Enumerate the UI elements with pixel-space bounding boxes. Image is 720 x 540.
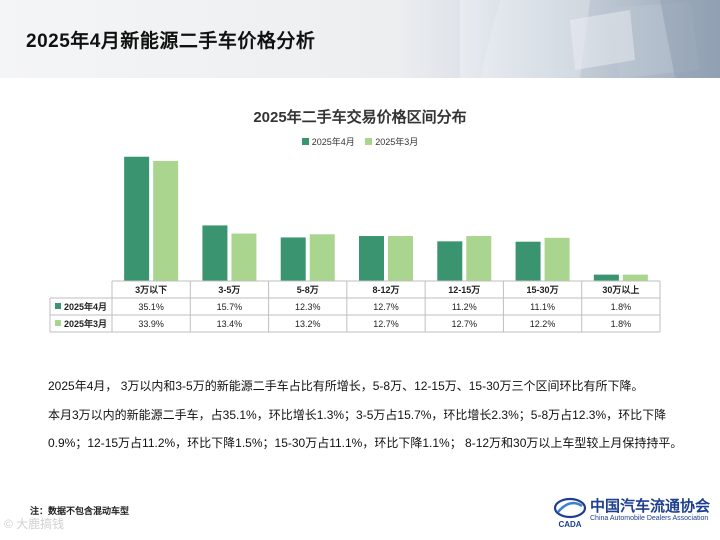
table-swatch-0 [55, 303, 61, 309]
bar-chart: 3万以下 3-5万 5-8万 8-12万 12-15万 15-30万 30万以上 2025年4… [49, 156, 661, 333]
data-label-0-2: 12.3% [295, 302, 321, 312]
analysis-line-2: 本月3万以内的新能源二手车，占35.1%，环比增长1.3%；3-5万占15.7%… [48, 408, 667, 422]
legend-swatch-apr [301, 138, 309, 145]
data-label-1-3: 12.7% [373, 319, 399, 329]
data-label-0-4: 11.2% [452, 302, 477, 312]
table-series-name-1: 2025年3月 [64, 318, 107, 329]
analysis-line-3: 0.9%；12-15万占11.2%，环比下降1.5%；15-30万占11.1%，… [48, 436, 683, 450]
watermark: © 大鹿搞钱 [4, 517, 65, 531]
logo-text-cn: 中国汽车流通协会 [590, 497, 711, 515]
bar-apr-4 [437, 241, 463, 281]
tick-label-0: 3万以下 [135, 285, 167, 295]
bar-mar-2 [309, 234, 335, 281]
bar-apr-6 [593, 274, 619, 281]
bar-apr-0 [124, 156, 150, 281]
header-banner: 2025年4月新能源二手车价格分析 [0, 0, 720, 78]
legend-item-mar: 2025年3月 [365, 135, 418, 148]
logo-text-en: China Automobile Dealers Association [590, 515, 709, 522]
data-label-0-1: 15.7% [217, 302, 243, 312]
legend-label-mar: 2025年3月 [375, 137, 419, 147]
cada-logo-mark: CADA [558, 520, 581, 529]
tick-label-6: 30万以上 [602, 284, 639, 295]
page-title: 2025年4月新能源二手车价格分析 [26, 31, 316, 52]
tick-label-4: 12-15万 [448, 285, 480, 295]
chart-legend: 2025年4月 2025年3月 [0, 135, 720, 148]
header-cube-graphic [460, 0, 720, 78]
bar-apr-1 [202, 225, 228, 281]
data-label-1-1: 13.4% [217, 319, 243, 329]
data-label-1-0: 33.9% [138, 319, 164, 329]
cada-logo-icon: CADA [553, 497, 587, 529]
data-label-0-3: 12.7% [373, 302, 399, 312]
legend-swatch-mar [365, 138, 373, 145]
chart-title: 2025年二手车交易价格区间分布 [253, 109, 467, 126]
data-label-1-6: 1.8% [611, 319, 632, 329]
tick-label-3: 8-12万 [372, 285, 399, 295]
data-label-0-6: 1.8% [611, 302, 632, 312]
bar-mar-5 [544, 237, 570, 281]
table-swatch-1 [55, 320, 61, 326]
tick-label-1: 3-5万 [218, 285, 240, 295]
bar-mar-3 [388, 236, 413, 281]
tick-label-2: 5-8万 [297, 285, 319, 295]
data-label-1-5: 12.2% [530, 319, 556, 329]
cada-logo: CADA 中国汽车流通协会 China Automobile Dealers A… [552, 494, 712, 530]
bar-mar-6 [622, 274, 648, 281]
tick-label-5: 15-30万 [527, 285, 559, 295]
analysis-line-1: 2025年4月， 3万以内和3-5万的新能源二手车占比有所增长，5-8万、12-… [48, 379, 644, 393]
bar-apr-5 [515, 241, 541, 281]
bar-apr-3 [359, 236, 384, 281]
bar-mar-1 [231, 233, 257, 281]
data-label-0-0: 35.1% [138, 302, 164, 312]
data-label-0-5: 11.1% [530, 302, 555, 312]
bar-mar-4 [466, 236, 492, 281]
bar-apr-2 [280, 237, 306, 281]
bar-mar-0 [153, 160, 179, 281]
data-label-1-2: 13.2% [295, 319, 321, 329]
data-label-1-4: 12.7% [452, 319, 478, 329]
footnote: 注：数据不包含混动车型 [30, 506, 130, 516]
legend-label-apr: 2025年4月 [311, 137, 355, 147]
table-series-name-0: 2025年4月 [64, 301, 107, 312]
legend-item-apr: 2025年4月 [301, 135, 355, 148]
